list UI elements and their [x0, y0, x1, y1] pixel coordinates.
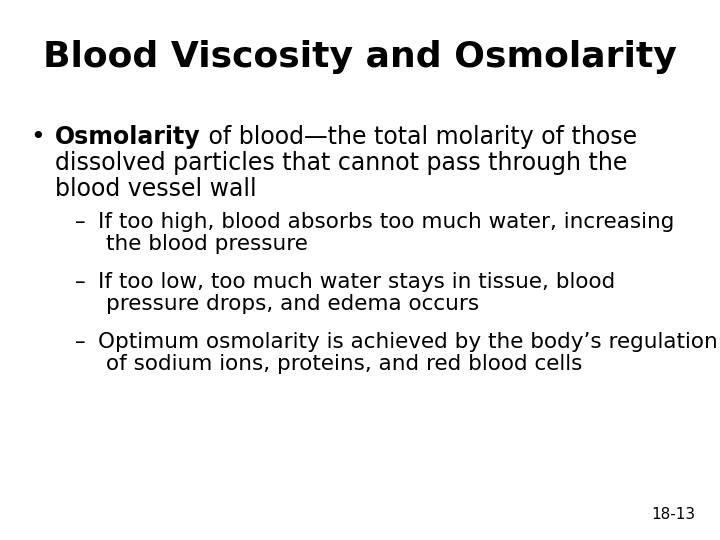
Text: –: – [75, 212, 86, 232]
Text: of blood—the total molarity of those: of blood—the total molarity of those [201, 125, 636, 149]
Text: 18-13: 18-13 [651, 507, 695, 522]
Text: Osmolarity: Osmolarity [55, 125, 201, 149]
Text: •: • [30, 125, 45, 149]
Text: If too low, too much water stays in tissue, blood: If too low, too much water stays in tiss… [98, 272, 616, 292]
Text: pressure drops, and edema occurs: pressure drops, and edema occurs [106, 294, 479, 314]
Text: If too high, blood absorbs too much water, increasing: If too high, blood absorbs too much wate… [98, 212, 675, 232]
Text: Optimum osmolarity is achieved by the body’s regulation: Optimum osmolarity is achieved by the bo… [98, 332, 718, 352]
Text: –: – [75, 332, 86, 352]
Text: of sodium ions, proteins, and red blood cells: of sodium ions, proteins, and red blood … [106, 354, 582, 374]
Text: blood vessel wall: blood vessel wall [55, 177, 256, 201]
Text: Blood Viscosity and Osmolarity: Blood Viscosity and Osmolarity [43, 40, 677, 74]
Text: dissolved particles that cannot pass through the: dissolved particles that cannot pass thr… [55, 151, 627, 175]
Text: –: – [75, 272, 86, 292]
Text: the blood pressure: the blood pressure [106, 234, 308, 254]
